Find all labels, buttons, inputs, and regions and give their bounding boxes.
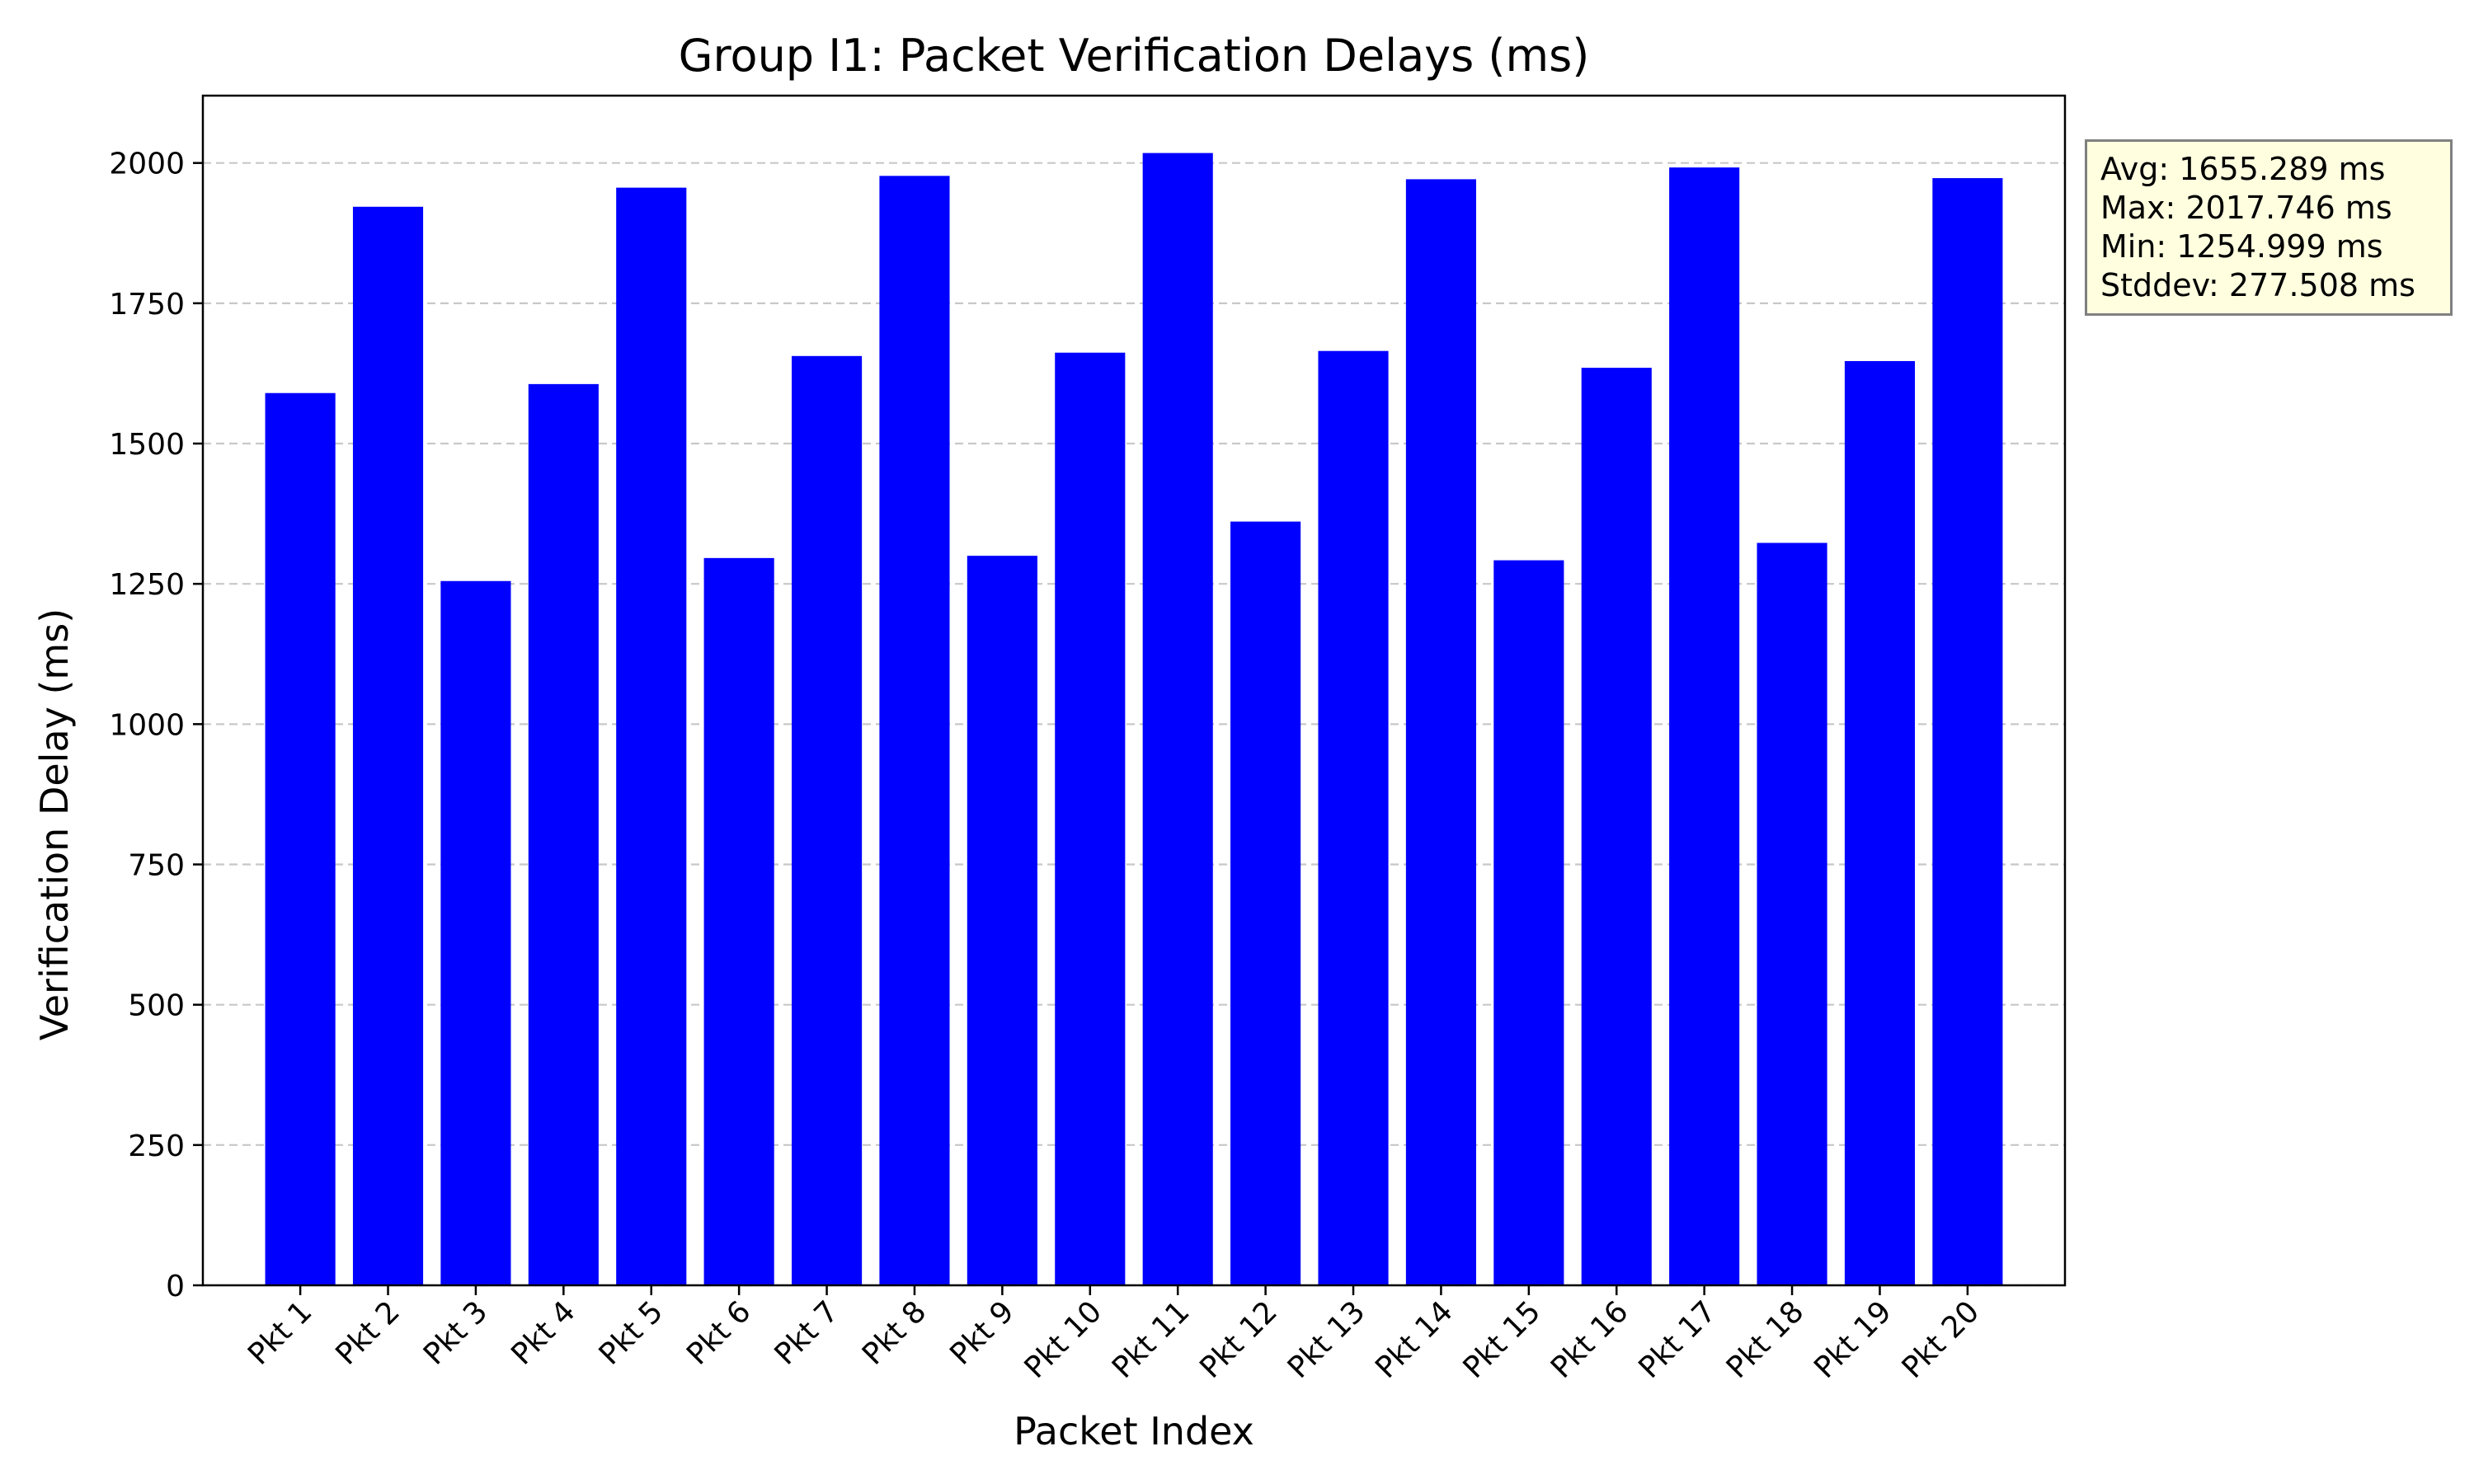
- x-axis-ticks: Pkt 1 Pkt 2 Pkt 3 Pkt 4 Pkt 5 Pkt 6 Pkt 7 Pkt 8…: [242, 1285, 1986, 1385]
- x-tick-label: Pkt 18: [1720, 1294, 1811, 1385]
- bar: [440, 580, 511, 1285]
- x-tick-label: Pkt 8: [856, 1294, 933, 1371]
- y-tick-label: 1750: [109, 288, 185, 322]
- x-tick-label: Pkt 4: [505, 1294, 581, 1371]
- y-axis-label: Verification Delay (ms): [32, 608, 77, 1040]
- stats-stddev: Stddev: 277.508 ms: [2100, 267, 2415, 303]
- y-tick-label: 500: [128, 989, 185, 1023]
- x-axis-label: Packet Index: [1014, 1409, 1254, 1453]
- bar: [1318, 350, 1389, 1286]
- y-tick-label: 750: [128, 849, 185, 883]
- stats-min: Min: 1254.999 ms: [2100, 228, 2383, 265]
- y-tick-label: 1500: [109, 428, 185, 462]
- bar: [265, 392, 336, 1285]
- x-tick-label: Pkt 1: [242, 1294, 318, 1371]
- bar: [1055, 352, 1126, 1286]
- bar: [1142, 153, 1213, 1286]
- bar: [1932, 178, 2003, 1285]
- x-tick-label: Pkt 7: [769, 1294, 845, 1371]
- bars: [265, 153, 2003, 1286]
- bar: [1669, 167, 1740, 1286]
- x-tick-label: Pkt 14: [1369, 1294, 1460, 1385]
- bar: [703, 557, 774, 1285]
- y-tick-label: 2000: [109, 148, 185, 181]
- bar: [792, 355, 863, 1285]
- bar: [1581, 368, 1652, 1286]
- x-tick-label: Pkt 15: [1457, 1294, 1548, 1385]
- x-tick-label: Pkt 5: [593, 1294, 670, 1371]
- bar: [528, 383, 599, 1286]
- x-tick-label: Pkt 9: [943, 1294, 1020, 1371]
- bar: [967, 556, 1037, 1285]
- x-tick-label: Pkt 20: [1896, 1294, 1987, 1385]
- chart-title: Group I1: Packet Verification Delays (ms…: [679, 30, 1590, 82]
- x-tick-label: Pkt 10: [1018, 1294, 1109, 1385]
- x-tick-label: Pkt 19: [1808, 1294, 1898, 1385]
- y-tick-label: 1250: [109, 568, 185, 602]
- stats-annotation-box: Avg: 1655.289 ms Max: 2017.746 ms Min: 1…: [2085, 139, 2453, 316]
- plot-frame: [201, 94, 2067, 1287]
- y-tick-label: 1000: [109, 708, 185, 742]
- y-tick-label: 0: [166, 1270, 185, 1303]
- stats-avg: Avg: 1655.289 ms: [2100, 151, 2386, 187]
- bar: [616, 187, 687, 1285]
- x-tick-label: Pkt 17: [1632, 1294, 1723, 1385]
- bar: [1405, 179, 1476, 1285]
- x-tick-label: Pkt 6: [680, 1294, 757, 1371]
- y-tick-label: 250: [128, 1129, 185, 1163]
- y-axis-ticks: 0 250 500 750 1000 1250 1500 1750 2000: [109, 148, 203, 1303]
- bar: [879, 176, 950, 1285]
- x-tick-label: Pkt 11: [1106, 1294, 1197, 1385]
- x-tick-label: Pkt 13: [1282, 1294, 1372, 1385]
- x-tick-label: Pkt 3: [417, 1294, 494, 1371]
- bar: [1844, 360, 1916, 1285]
- bar: [1230, 521, 1301, 1285]
- x-tick-label: Pkt 12: [1193, 1294, 1284, 1385]
- bar: [1493, 560, 1564, 1285]
- x-tick-label: Pkt 16: [1545, 1294, 1635, 1385]
- bar: [352, 206, 424, 1285]
- x-tick-label: Pkt 2: [330, 1294, 407, 1371]
- stats-max: Max: 2017.746 ms: [2100, 190, 2392, 226]
- bar: [1757, 542, 1827, 1285]
